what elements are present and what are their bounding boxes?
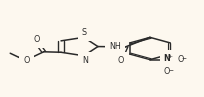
- Text: O: O: [177, 55, 184, 64]
- Text: S: S: [82, 29, 87, 37]
- Text: +: +: [167, 54, 173, 59]
- Text: O: O: [163, 67, 170, 76]
- Text: −: −: [182, 55, 186, 60]
- Text: O: O: [23, 56, 30, 65]
- Text: N: N: [164, 54, 171, 63]
- Text: O: O: [33, 35, 40, 44]
- Text: N: N: [82, 56, 88, 65]
- Text: O: O: [118, 56, 124, 65]
- Text: NH: NH: [109, 42, 121, 51]
- Text: −: −: [168, 68, 173, 73]
